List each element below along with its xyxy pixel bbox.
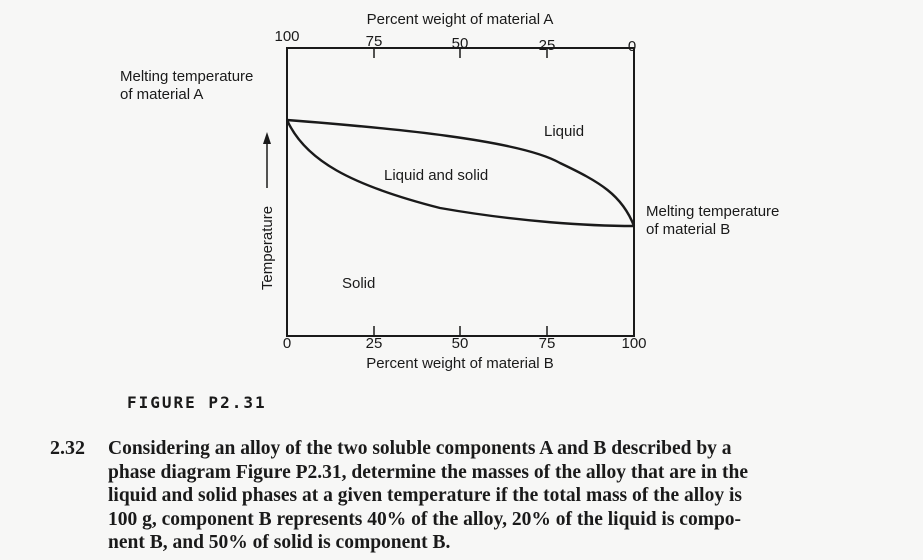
top-tick-label-75: 75 [366, 33, 383, 50]
region-label-solid: Solid [342, 275, 375, 292]
problem-line: Considering an alloy of the two soluble … [108, 438, 732, 459]
bottom-tick-label-25: 25 [366, 335, 383, 352]
right-annotation-line-2: of material B [646, 221, 730, 238]
bottom-tick-label-100: 100 [621, 335, 646, 352]
top-tick-label-0: 0 [628, 38, 636, 55]
problem-line: 100 g, component B represents 40% of the… [108, 508, 742, 530]
problem-line: nent B, and 50% of solid is component B. [108, 532, 451, 553]
phase-diagram: Percent weight of material A 100 75 50 2… [120, 11, 779, 372]
region-label-liquid: Liquid [544, 123, 584, 140]
top-tick-label-100: 100 [274, 28, 299, 45]
liquidus-curve [286, 118, 636, 227]
problem-number: 2.32 [50, 437, 85, 459]
left-annotation-line-2: of material A [120, 86, 203, 103]
top-axis-label: Percent weight of material A [367, 11, 554, 28]
problem-line: phase diagram Figure P2.31, determine th… [108, 461, 749, 483]
right-annotation-line-1: Melting temperature [646, 203, 779, 220]
problem-statement: Considering an alloy of the two soluble … [108, 437, 848, 555]
top-tick-label-25: 25 [539, 37, 556, 54]
region-label-liquid-and-solid: Liquid and solid [384, 167, 488, 184]
plot-frame [286, 47, 635, 337]
top-tick-label-50: 50 [452, 35, 469, 52]
left-annotation-line-1: Melting temperature [120, 68, 253, 85]
bottom-tick-label-0: 0 [283, 335, 291, 352]
solidus-curve [285, 119, 635, 228]
bottom-tick-label-75: 75 [539, 335, 556, 352]
bottom-axis-label: Percent weight of material B [366, 355, 554, 372]
temperature-axis-label: Temperature [259, 206, 276, 290]
figure-caption: FIGURE P2.31 [127, 393, 267, 412]
problem-line: liquid and solid phases at a given tempe… [108, 485, 742, 506]
temperature-axis-arrowhead [263, 132, 271, 144]
bottom-tick-label-50: 50 [452, 335, 469, 352]
